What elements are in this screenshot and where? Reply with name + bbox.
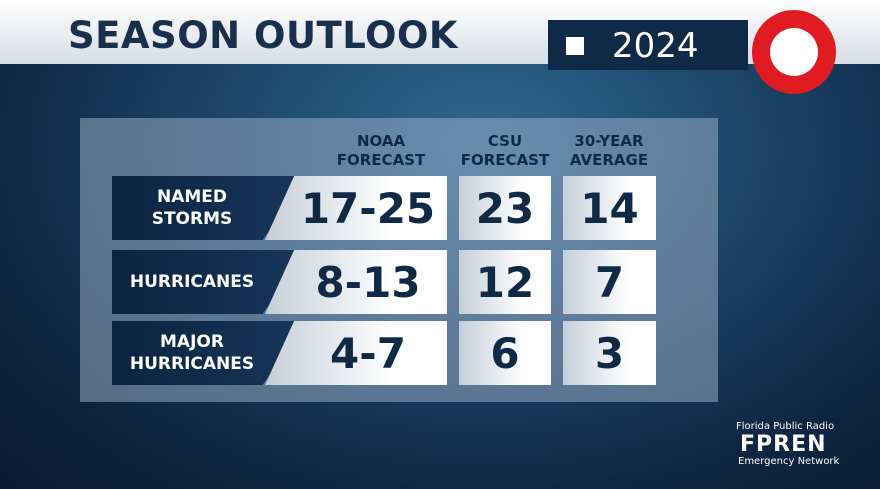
year: 2024 [612, 26, 699, 66]
table-cell: 23 [459, 176, 551, 240]
footer-network: Emergency Network [738, 456, 840, 467]
table-cell: 3 [563, 321, 656, 385]
footer-brand: FPREN [740, 432, 827, 457]
row-label-text: HURRICANES [129, 272, 255, 292]
table-cell: 12 [459, 250, 551, 314]
table-cell: 8-13 [265, 250, 447, 314]
title: SEASON OUTLOOK [68, 14, 459, 57]
column-header: CSU FORECAST [460, 132, 550, 169]
year-square [566, 37, 584, 55]
logo-inner [770, 28, 818, 76]
table-cell: 4-7 [265, 321, 447, 385]
table-cell: 6 [459, 321, 551, 385]
table-cell: 7 [563, 250, 656, 314]
row-label-text: NAMED STORMS [151, 187, 233, 229]
row-label-text: MAJOR HURRICANES [129, 332, 255, 374]
table-cell: 14 [563, 176, 656, 240]
column-header: 30-YEAR AVERAGE [569, 132, 649, 169]
row-label: MAJOR HURRICANES [112, 321, 310, 385]
column-header: NOAA FORECAST [336, 132, 426, 169]
table-cell: 17-25 [265, 176, 447, 240]
footer-org: Florida Public Radio [736, 421, 835, 432]
